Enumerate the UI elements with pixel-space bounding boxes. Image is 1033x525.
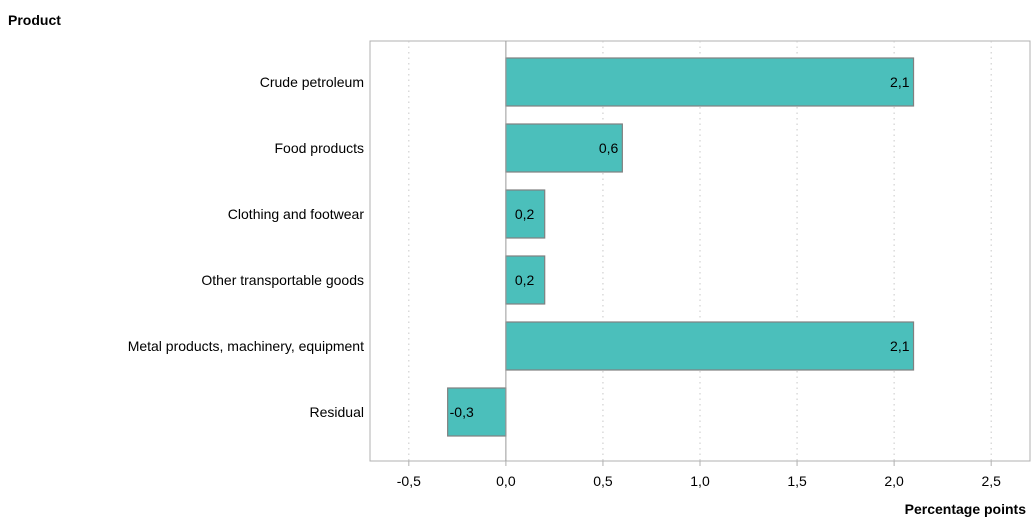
data-label: 0,2 <box>515 206 535 222</box>
data-label: 2,1 <box>890 338 910 354</box>
category-labels: Crude petroleum Food products Clothing and… <box>128 74 365 420</box>
bar <box>505 321 915 371</box>
data-label: 2,1 <box>890 74 910 90</box>
data-label: 0,6 <box>599 140 619 156</box>
category-label: Clothing and footwear <box>228 206 365 222</box>
y-axis-title: Product <box>8 12 61 28</box>
bar <box>505 255 546 305</box>
data-label: -0,3 <box>450 404 474 420</box>
bar <box>505 123 623 173</box>
category-label: Residual <box>310 404 364 420</box>
x-tick-label: 2,5 <box>981 473 1001 489</box>
x-tick-label: -0,5 <box>397 473 421 489</box>
x-tick-label: 1,0 <box>690 473 710 489</box>
x-tick-label: 2,0 <box>884 473 904 489</box>
x-tick-label: 0,5 <box>593 473 613 489</box>
x-axis-title: Percentage points <box>905 501 1027 517</box>
data-label: 0,2 <box>515 272 535 288</box>
gridlines <box>408 41 992 461</box>
x-tick-label: 0,0 <box>496 473 516 489</box>
category-label: Metal products, machinery, equipment <box>128 338 364 354</box>
bar <box>505 57 915 107</box>
category-label: Crude petroleum <box>260 74 364 90</box>
x-tick-labels: -0,5 0,0 0,5 1,0 1,5 2,0 2,5 <box>397 461 1001 489</box>
category-label: Other transportable goods <box>201 272 364 288</box>
x-tick-label: 1,5 <box>787 473 807 489</box>
category-label: Food products <box>275 140 365 156</box>
bars: 2,1 0,6 0,2 0,2 2,1 -0,3 <box>447 57 915 437</box>
bar <box>447 387 507 437</box>
